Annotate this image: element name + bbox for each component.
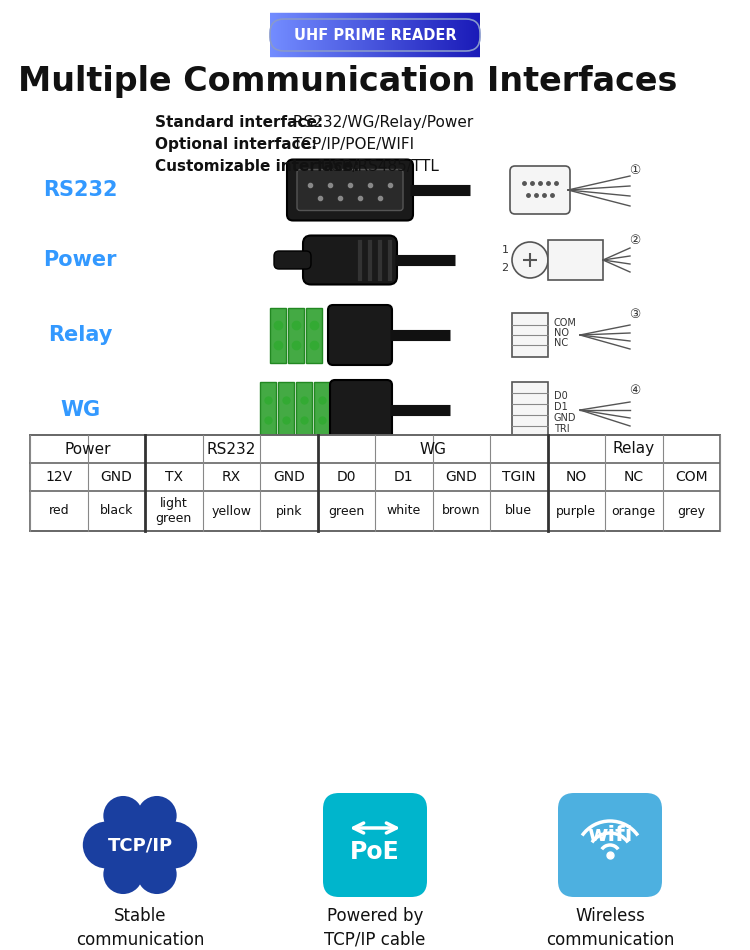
- Text: COM: COM: [554, 318, 577, 328]
- Text: WG: WG: [419, 442, 446, 457]
- Text: GND: GND: [273, 470, 304, 484]
- Text: RS232: RS232: [206, 442, 256, 457]
- Text: GND: GND: [446, 470, 477, 484]
- Circle shape: [151, 822, 197, 868]
- Text: ③: ③: [629, 309, 640, 321]
- Text: TGIN: TGIN: [502, 470, 536, 484]
- Text: Power: Power: [44, 250, 117, 270]
- Text: COM: COM: [675, 470, 707, 484]
- FancyBboxPatch shape: [278, 382, 294, 438]
- FancyBboxPatch shape: [314, 382, 330, 438]
- Text: Powered by
TCP/IP cable: Powered by TCP/IP cable: [324, 907, 426, 949]
- Text: green: green: [328, 504, 364, 518]
- Text: Power: Power: [64, 442, 111, 457]
- Text: Standard interface:: Standard interface:: [155, 115, 323, 130]
- Text: NO: NO: [554, 328, 569, 338]
- Text: RX: RX: [222, 470, 241, 484]
- Text: Multiple Communication Interfaces: Multiple Communication Interfaces: [18, 65, 677, 98]
- FancyBboxPatch shape: [306, 308, 322, 363]
- Bar: [30, 435, 720, 531]
- FancyBboxPatch shape: [270, 308, 286, 363]
- Text: ①: ①: [629, 163, 640, 177]
- Text: D1: D1: [554, 402, 568, 412]
- FancyBboxPatch shape: [288, 308, 304, 363]
- Text: NC: NC: [554, 338, 568, 348]
- Circle shape: [103, 808, 178, 883]
- FancyBboxPatch shape: [274, 251, 311, 269]
- FancyBboxPatch shape: [323, 793, 427, 897]
- Text: Stable
communication: Stable communication: [76, 907, 204, 949]
- FancyBboxPatch shape: [297, 169, 403, 211]
- FancyBboxPatch shape: [330, 380, 392, 440]
- Text: brown: brown: [442, 504, 481, 518]
- Text: UHF PRIME READER: UHF PRIME READER: [294, 28, 456, 43]
- Circle shape: [82, 822, 130, 868]
- FancyBboxPatch shape: [328, 305, 392, 365]
- Text: yellow: yellow: [211, 504, 251, 518]
- Text: grey: grey: [677, 504, 705, 518]
- Text: NO: NO: [566, 470, 586, 484]
- Circle shape: [512, 242, 548, 278]
- FancyBboxPatch shape: [296, 382, 312, 438]
- Text: 1: 1: [502, 245, 509, 255]
- Circle shape: [137, 854, 177, 894]
- Text: USB/RS485/TTL: USB/RS485/TTL: [316, 159, 439, 174]
- FancyBboxPatch shape: [512, 382, 548, 438]
- Circle shape: [137, 796, 177, 835]
- Text: blue: blue: [506, 504, 532, 518]
- Text: 2: 2: [502, 263, 509, 273]
- Circle shape: [104, 854, 142, 894]
- Text: Wireless
communication: Wireless communication: [546, 907, 674, 949]
- Text: GND: GND: [554, 413, 577, 423]
- FancyBboxPatch shape: [558, 793, 662, 897]
- Text: ④: ④: [629, 384, 640, 396]
- FancyBboxPatch shape: [512, 313, 548, 357]
- Text: ②: ②: [629, 234, 640, 246]
- FancyBboxPatch shape: [260, 382, 276, 438]
- FancyBboxPatch shape: [303, 236, 397, 284]
- Text: TCP/IP: TCP/IP: [107, 836, 172, 854]
- Text: red: red: [49, 504, 69, 518]
- Text: pink: pink: [275, 504, 302, 518]
- FancyBboxPatch shape: [510, 166, 570, 214]
- Text: RS232: RS232: [43, 180, 117, 200]
- Text: purple: purple: [556, 504, 596, 518]
- Text: D0: D0: [337, 470, 356, 484]
- FancyBboxPatch shape: [287, 160, 413, 220]
- FancyBboxPatch shape: [548, 240, 603, 280]
- Text: wifi: wifi: [587, 825, 633, 845]
- Text: TRI: TRI: [554, 424, 570, 434]
- Text: Customizable interface:: Customizable interface:: [155, 159, 359, 174]
- Text: Relay: Relay: [48, 325, 112, 345]
- Text: Optional interface:: Optional interface:: [155, 137, 317, 152]
- Text: NC: NC: [624, 470, 644, 484]
- Text: TX: TX: [165, 470, 183, 484]
- Circle shape: [104, 796, 142, 835]
- Text: D1: D1: [394, 470, 413, 484]
- Text: white: white: [387, 504, 421, 518]
- Text: Relay: Relay: [613, 442, 655, 457]
- Text: TCP/IP/POE/WIFI: TCP/IP/POE/WIFI: [288, 137, 414, 152]
- Text: light
green: light green: [156, 497, 192, 525]
- Text: PoE: PoE: [350, 840, 400, 864]
- Text: orange: orange: [612, 504, 656, 518]
- Text: D0: D0: [554, 391, 568, 401]
- Text: WG: WG: [60, 400, 100, 420]
- Text: black: black: [100, 504, 133, 518]
- Text: RS232/WG/Relay/Power: RS232/WG/Relay/Power: [288, 115, 473, 130]
- Text: 12V: 12V: [45, 470, 72, 484]
- Text: GND: GND: [100, 470, 132, 484]
